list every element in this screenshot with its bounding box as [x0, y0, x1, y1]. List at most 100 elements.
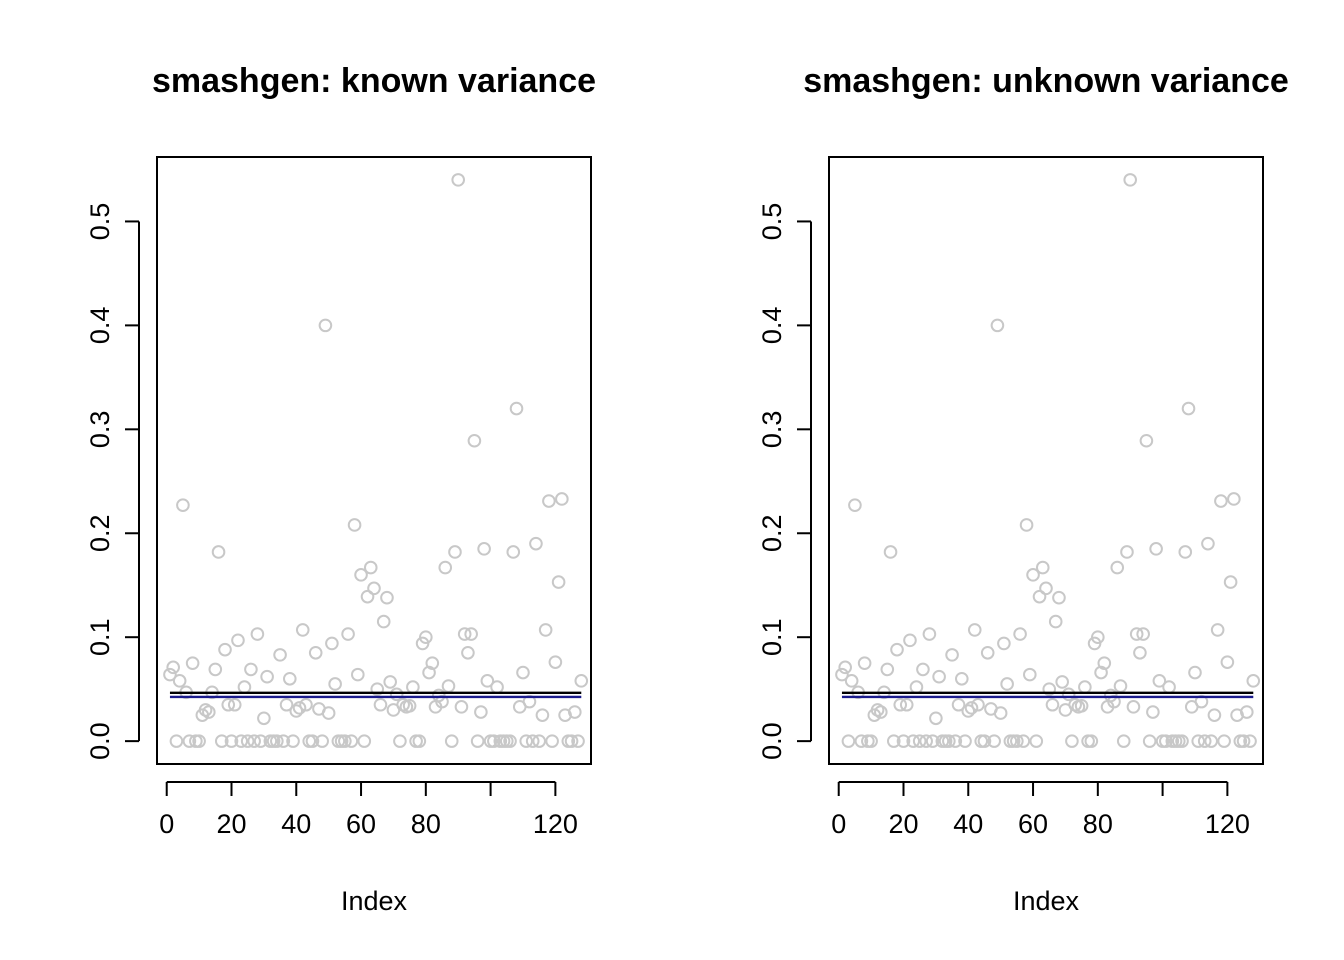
data-point — [1042, 682, 1057, 696]
data-point — [1065, 734, 1079, 748]
data-point — [286, 734, 300, 748]
data-point — [854, 734, 869, 748]
data-point — [477, 542, 491, 556]
data-point — [922, 627, 937, 641]
data-point — [279, 697, 294, 712]
data-point — [305, 734, 320, 748]
data-point — [1078, 680, 1092, 694]
data-point — [848, 498, 862, 512]
data-point — [1191, 734, 1206, 748]
data-point — [844, 674, 859, 688]
data-point — [925, 734, 940, 748]
data-point — [899, 697, 914, 712]
data-point — [1133, 645, 1147, 660]
data-point — [1175, 734, 1189, 748]
x-tick-label: 40 — [281, 809, 311, 839]
data-point — [406, 680, 420, 694]
data-point — [363, 560, 378, 575]
data-point — [227, 697, 242, 712]
x-tick-label: 0 — [831, 809, 846, 839]
data-point — [1210, 623, 1225, 637]
data-point — [1159, 734, 1173, 748]
data-point — [376, 614, 391, 629]
data-point — [883, 545, 898, 559]
data-point — [257, 711, 271, 726]
x-tick-label: 60 — [346, 809, 376, 839]
data-point — [864, 734, 878, 748]
data-point — [247, 734, 261, 748]
data-point — [903, 633, 917, 648]
data-point — [1243, 734, 1257, 748]
x-axis-label: Index — [341, 886, 408, 916]
data-point — [1048, 614, 1063, 629]
data-point — [367, 581, 381, 596]
data-point — [1013, 627, 1027, 641]
data-point — [1091, 630, 1105, 644]
data-point — [919, 734, 933, 748]
data-point — [1126, 700, 1141, 714]
data-points — [835, 173, 1261, 748]
data-point — [347, 518, 362, 532]
data-point — [1052, 590, 1066, 605]
data-point — [461, 645, 475, 660]
data-point — [441, 679, 456, 693]
x-tick-label: 120 — [1205, 809, 1250, 839]
data-point — [1204, 734, 1218, 748]
data-point — [951, 697, 966, 712]
data-point — [185, 656, 200, 670]
x-axis: 0 20 40 60 80 120 — [159, 781, 578, 839]
data-point — [321, 706, 336, 720]
data-point — [467, 433, 482, 448]
data-point — [574, 674, 589, 688]
data-point — [1010, 734, 1024, 748]
data-point — [451, 173, 466, 187]
x-tick-label: 20 — [888, 809, 918, 839]
data-point — [344, 734, 359, 748]
data-point — [299, 697, 313, 712]
data-point — [351, 667, 365, 682]
data-point — [169, 734, 184, 748]
data-point — [532, 734, 546, 748]
data-point — [1149, 542, 1163, 556]
data-point — [893, 697, 908, 712]
data-point — [1055, 675, 1069, 689]
data-point — [1016, 734, 1031, 748]
data-point — [328, 677, 342, 691]
data-point — [1116, 734, 1131, 748]
data-point — [835, 667, 849, 682]
data-point — [958, 734, 972, 748]
data-point — [1142, 734, 1157, 748]
data-point — [393, 734, 407, 748]
data-point — [993, 706, 1008, 720]
data-point — [516, 665, 530, 680]
data-point — [1026, 568, 1040, 582]
data-point — [971, 697, 985, 712]
data-point — [1035, 560, 1050, 575]
data-point — [564, 734, 579, 748]
data-point — [360, 589, 375, 604]
y-tick-label: 0.0 — [757, 722, 787, 760]
data-point — [1246, 674, 1261, 688]
y-tick-label: 0.1 — [757, 618, 787, 656]
data-point — [289, 704, 304, 718]
data-point — [857, 656, 872, 670]
data-point — [438, 560, 453, 575]
data-point — [1240, 705, 1254, 719]
data-point — [224, 734, 239, 748]
data-point — [1061, 687, 1076, 702]
data-point — [490, 680, 504, 694]
data-point — [551, 575, 566, 589]
plot-frame — [828, 156, 1264, 765]
data-point — [338, 734, 352, 748]
data-point — [1136, 627, 1150, 641]
data-point — [325, 636, 339, 651]
data-point — [1223, 575, 1238, 589]
data-point — [519, 734, 534, 748]
data-point — [260, 669, 274, 684]
data-point — [218, 642, 232, 657]
data-point — [1000, 677, 1014, 691]
data-point — [838, 660, 852, 675]
data-point — [237, 680, 252, 694]
y-axis: 0.0 0.1 0.2 0.3 0.4 0.5 — [85, 203, 140, 760]
chart-panel-known-variance: smashgen: known variance 0 20 40 60 80 120 0.… — [85, 62, 596, 916]
